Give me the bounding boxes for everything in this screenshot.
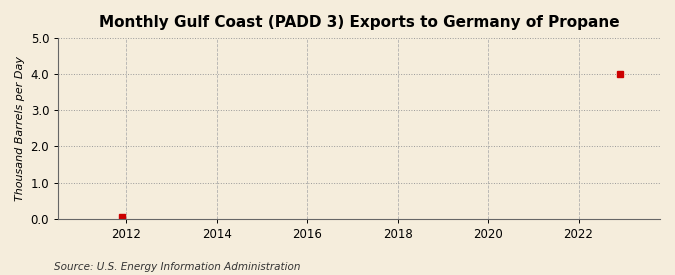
- Title: Monthly Gulf Coast (PADD 3) Exports to Germany of Propane: Monthly Gulf Coast (PADD 3) Exports to G…: [99, 15, 620, 30]
- Y-axis label: Thousand Barrels per Day: Thousand Barrels per Day: [15, 56, 25, 201]
- Text: Source: U.S. Energy Information Administration: Source: U.S. Energy Information Administ…: [54, 262, 300, 272]
